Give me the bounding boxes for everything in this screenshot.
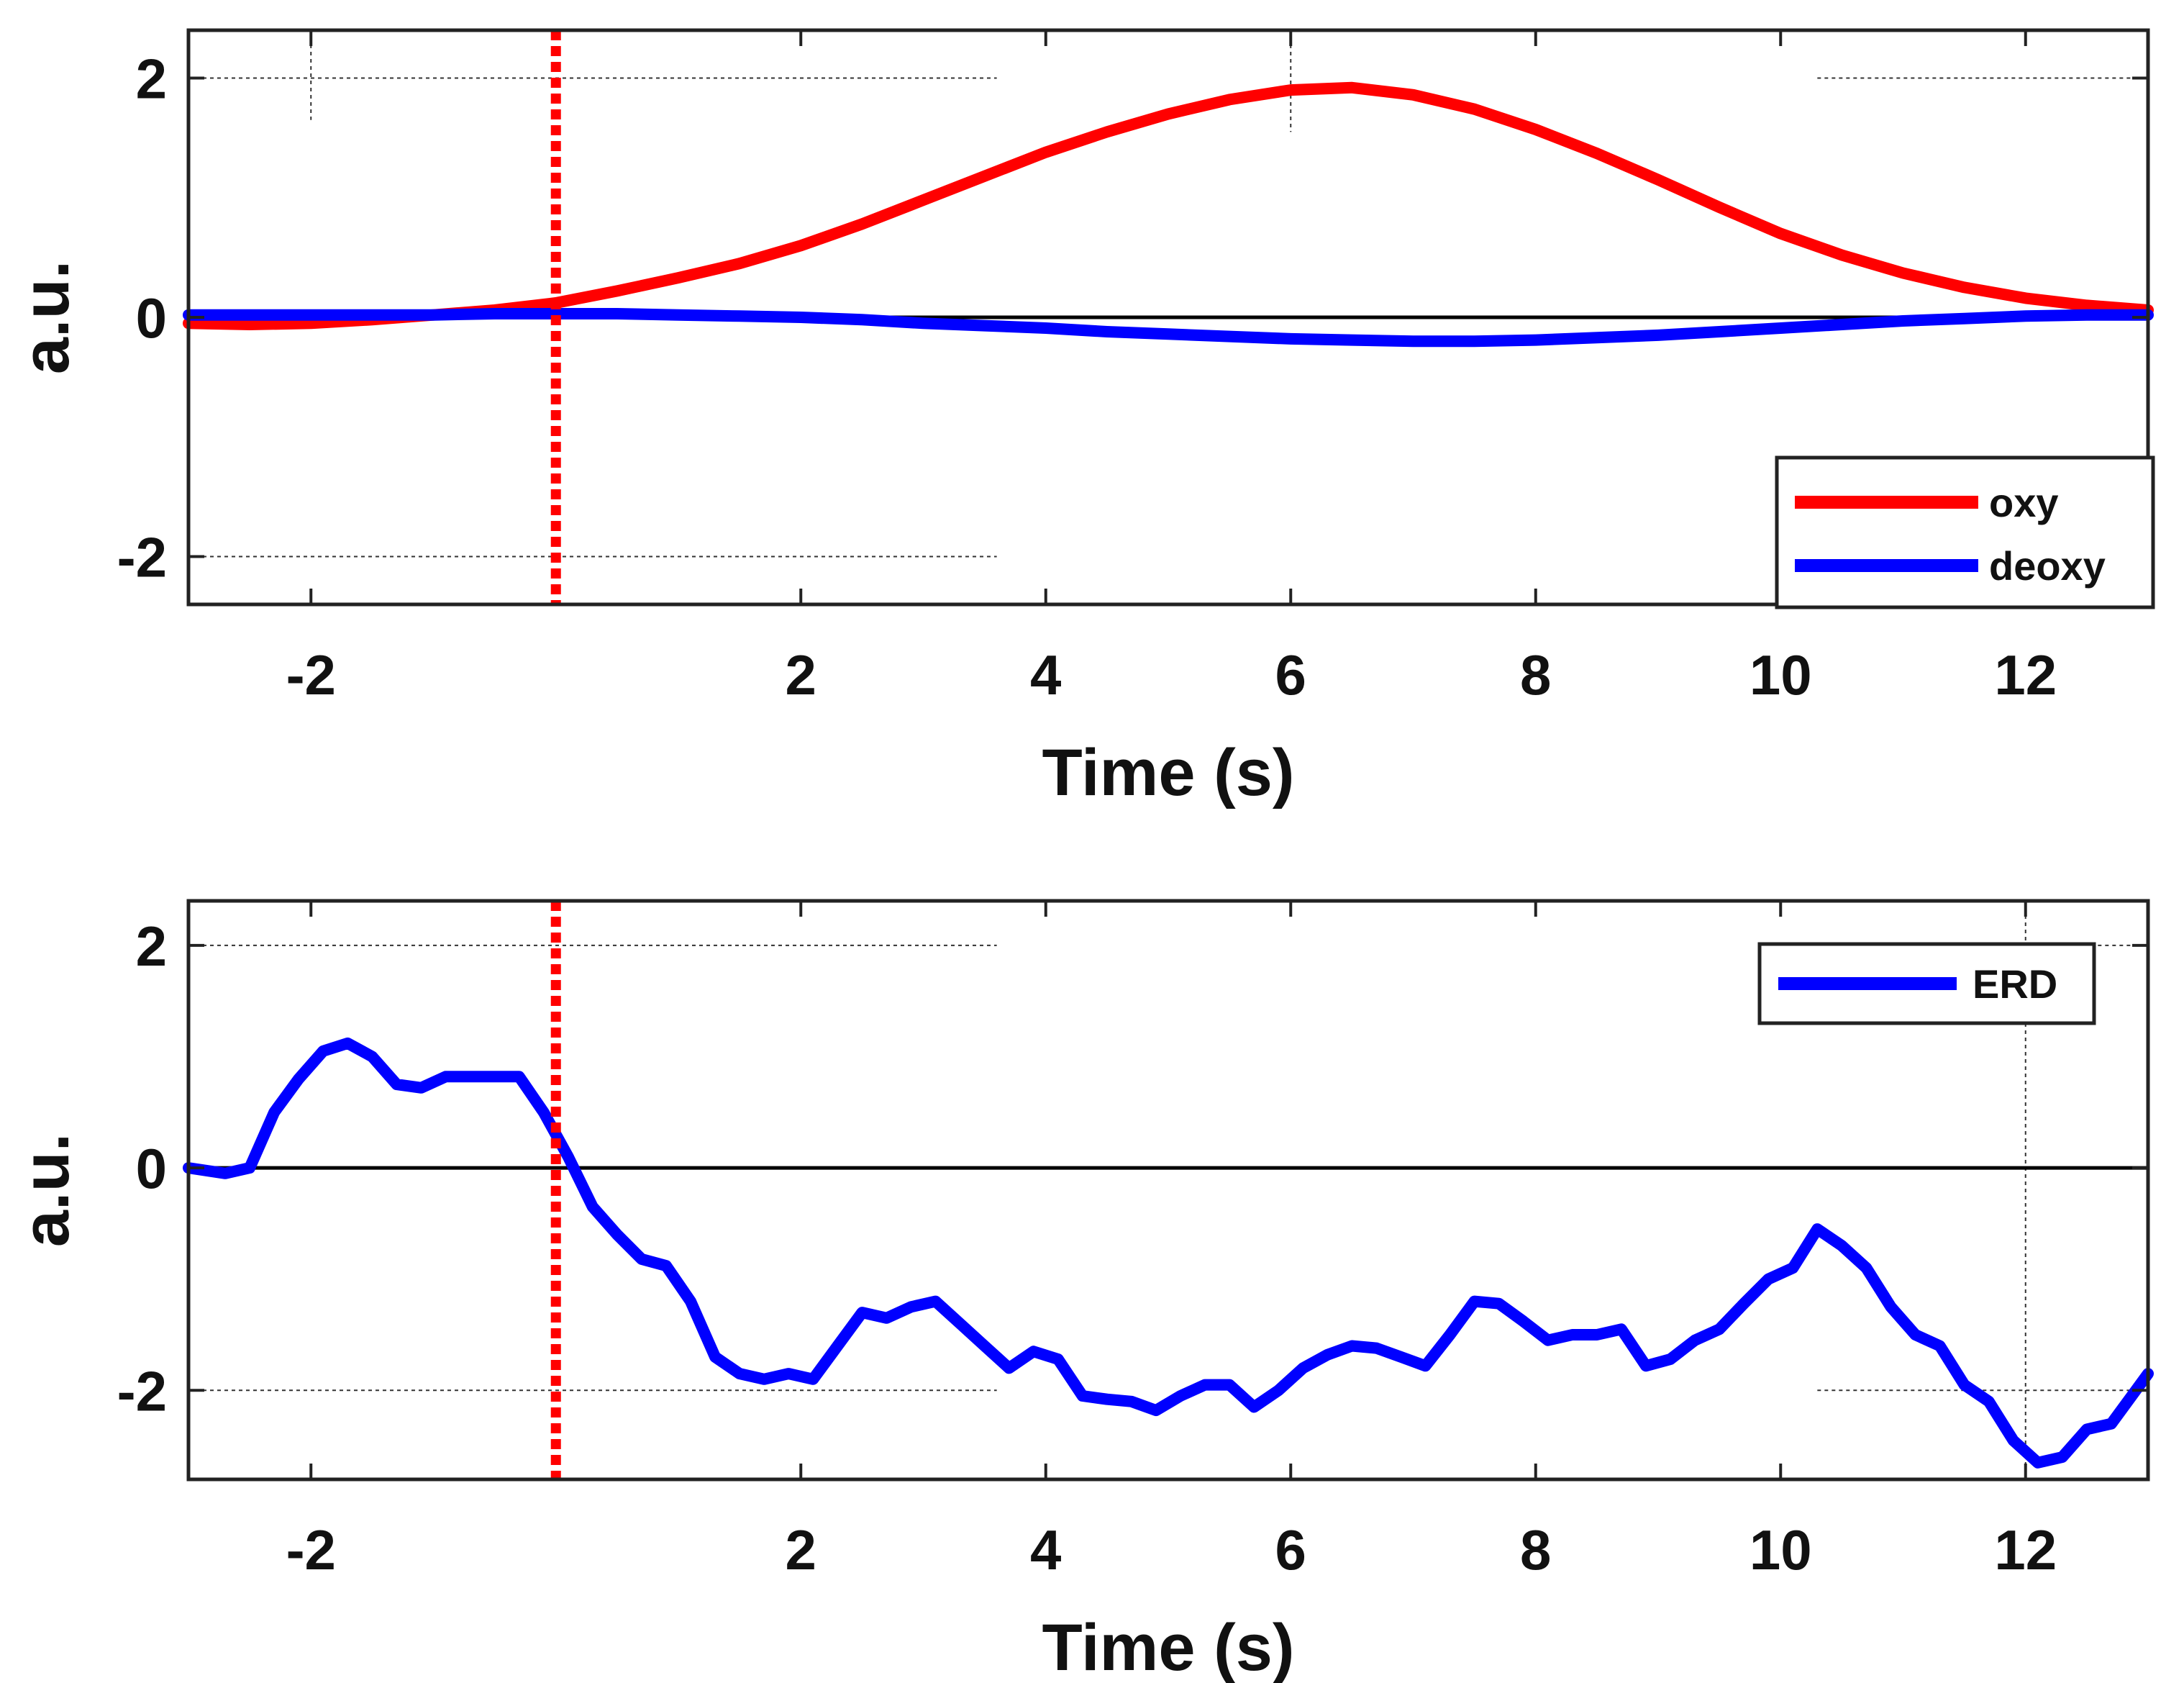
- erd-series-layer: [183, 1037, 2154, 1469]
- y-tick-label: 0: [136, 286, 167, 350]
- hemodynamic-y-axis: -2 0 2: [117, 47, 2148, 589]
- x-tick-label: 6: [1275, 1518, 1306, 1582]
- x-tick-label: 8: [1520, 643, 1551, 707]
- x-tick-label: 4: [1030, 1518, 1061, 1582]
- hemodynamic-x-axis-label: Time (s): [1042, 736, 1294, 809]
- hemodynamic-legend-box: [1775, 455, 2155, 609]
- erd-x-axis-label: Time (s): [1042, 1611, 1294, 1683]
- x-tick-label: -2: [286, 643, 336, 707]
- erd-axes-box: [186, 899, 2150, 1482]
- x-tick-label: 4: [1030, 643, 1061, 707]
- x-tick-label: 10: [1750, 643, 1812, 707]
- x-tick-label: 6: [1275, 643, 1306, 707]
- series-line-oxy: [183, 81, 2154, 330]
- hemodynamic-x-axis: -2 2 4 6 8 10 12: [286, 30, 2057, 707]
- x-tick-label: -2: [286, 1518, 336, 1582]
- x-tick-label: 12: [1994, 643, 2057, 707]
- hemodynamic-panel: -2 2 4 6 8 10 12 -2 0 2 Time (s) a.u. oxy deoxy: [9, 28, 2155, 809]
- erd-legend: ERD: [1757, 942, 2096, 1025]
- erd-panel: -2 2 4 6 8 10 12 -2 0 2 Time (s) a.u. ERD: [9, 899, 2154, 1683]
- x-tick-label: 10: [1750, 1518, 1812, 1582]
- x-tick-label: 12: [1994, 1518, 2057, 1582]
- x-tick-label: 2: [786, 1518, 816, 1582]
- y-tick-label: -2: [117, 1359, 167, 1423]
- hemodynamic-series-layer: [183, 81, 2154, 348]
- y-tick-label: -2: [117, 526, 167, 589]
- x-tick-label: 2: [786, 643, 816, 707]
- erd-y-axis-label: a.u.: [9, 1133, 83, 1247]
- series-line-erd: [183, 1037, 2154, 1469]
- y-tick-label: 2: [136, 915, 167, 978]
- legend-label-oxy: oxy: [1989, 480, 2059, 525]
- hemodynamic-y-axis-label: a.u.: [9, 260, 83, 374]
- hemodynamic-legend: oxy deoxy: [1775, 455, 2155, 609]
- y-tick-label: 2: [136, 47, 167, 111]
- erd-y-axis: -2 0 2: [117, 915, 2148, 1423]
- series-line-deoxy: [183, 308, 2154, 348]
- y-tick-label: 0: [136, 1137, 167, 1200]
- erd-x-axis: -2 2 4 6 8 10 12: [286, 901, 2057, 1582]
- x-tick-label: 8: [1520, 1518, 1551, 1582]
- legend-label-erd: ERD: [1973, 961, 2057, 1007]
- legend-label-deoxy: deoxy: [1989, 543, 2106, 589]
